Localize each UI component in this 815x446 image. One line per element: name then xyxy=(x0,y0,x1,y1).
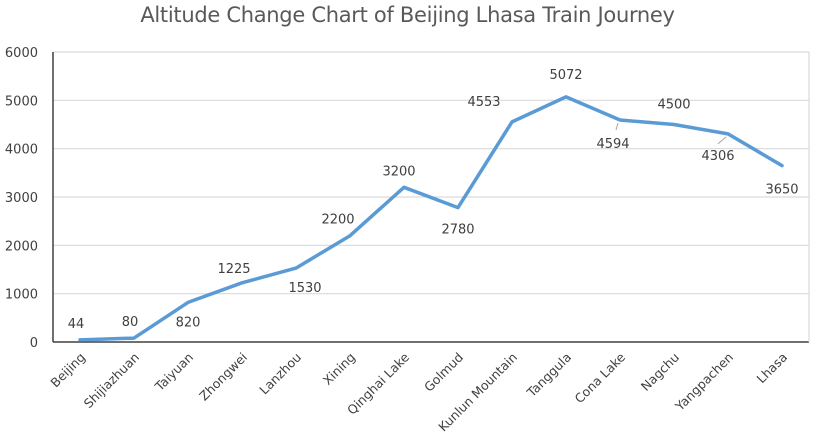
data-label: 4500 xyxy=(657,98,690,113)
y-tick-label: 6000 xyxy=(5,46,38,61)
leader-line xyxy=(717,136,727,145)
data-label: 4553 xyxy=(467,95,500,110)
leader-line xyxy=(615,122,619,131)
x-category-label: Zhongwei xyxy=(196,350,250,404)
x-category-label: Nagchu xyxy=(638,350,682,394)
y-tick-label: 2000 xyxy=(5,239,38,254)
chart-title: Altitude Change Chart of Beijing Lhasa T… xyxy=(140,3,675,27)
x-category-label: Shijiazhuan xyxy=(81,350,142,411)
x-category-label: Beijing xyxy=(47,350,88,391)
x-category-label: Lanzhou xyxy=(256,350,304,398)
y-tick-label: 4000 xyxy=(5,143,38,158)
y-tick-label: 5000 xyxy=(5,94,38,109)
x-category-label: Tanggula xyxy=(523,350,574,401)
axes xyxy=(52,52,810,343)
x-category-label: Golmud xyxy=(421,350,466,395)
y-tick-label: 1000 xyxy=(5,288,38,303)
data-label: 44 xyxy=(68,317,85,332)
data-label: 2780 xyxy=(441,223,474,238)
x-category-label: Lhasa xyxy=(754,350,791,387)
data-label: 820 xyxy=(176,315,201,330)
x-category-label: Cona Lake xyxy=(572,349,629,406)
y-axis-tick-labels: 0 1000 2000 3000 4000 5000 6000 xyxy=(5,46,38,351)
data-label: 4594 xyxy=(596,137,629,152)
y-tick-label: 3000 xyxy=(5,191,38,206)
gridlines xyxy=(53,51,809,295)
data-label: 4306 xyxy=(701,149,734,164)
data-label: 3650 xyxy=(765,183,798,198)
x-category-label: Xining xyxy=(320,350,358,388)
y-tick-label: 0 xyxy=(30,336,38,351)
data-label: 1225 xyxy=(217,262,250,277)
data-labels: 44 80 820 1225 1530 2200 3200 2780 4553 5072 4594 4… xyxy=(68,68,799,332)
data-label-leader-lines xyxy=(615,122,727,145)
x-category-label: Taiyuan xyxy=(151,350,196,395)
data-series xyxy=(78,95,784,342)
altitude-line xyxy=(78,95,784,342)
data-label: 2200 xyxy=(321,213,354,228)
data-label: 5072 xyxy=(549,68,582,83)
data-label: 80 xyxy=(122,315,139,330)
data-label: 1530 xyxy=(288,281,321,296)
data-label: 3200 xyxy=(382,164,415,179)
